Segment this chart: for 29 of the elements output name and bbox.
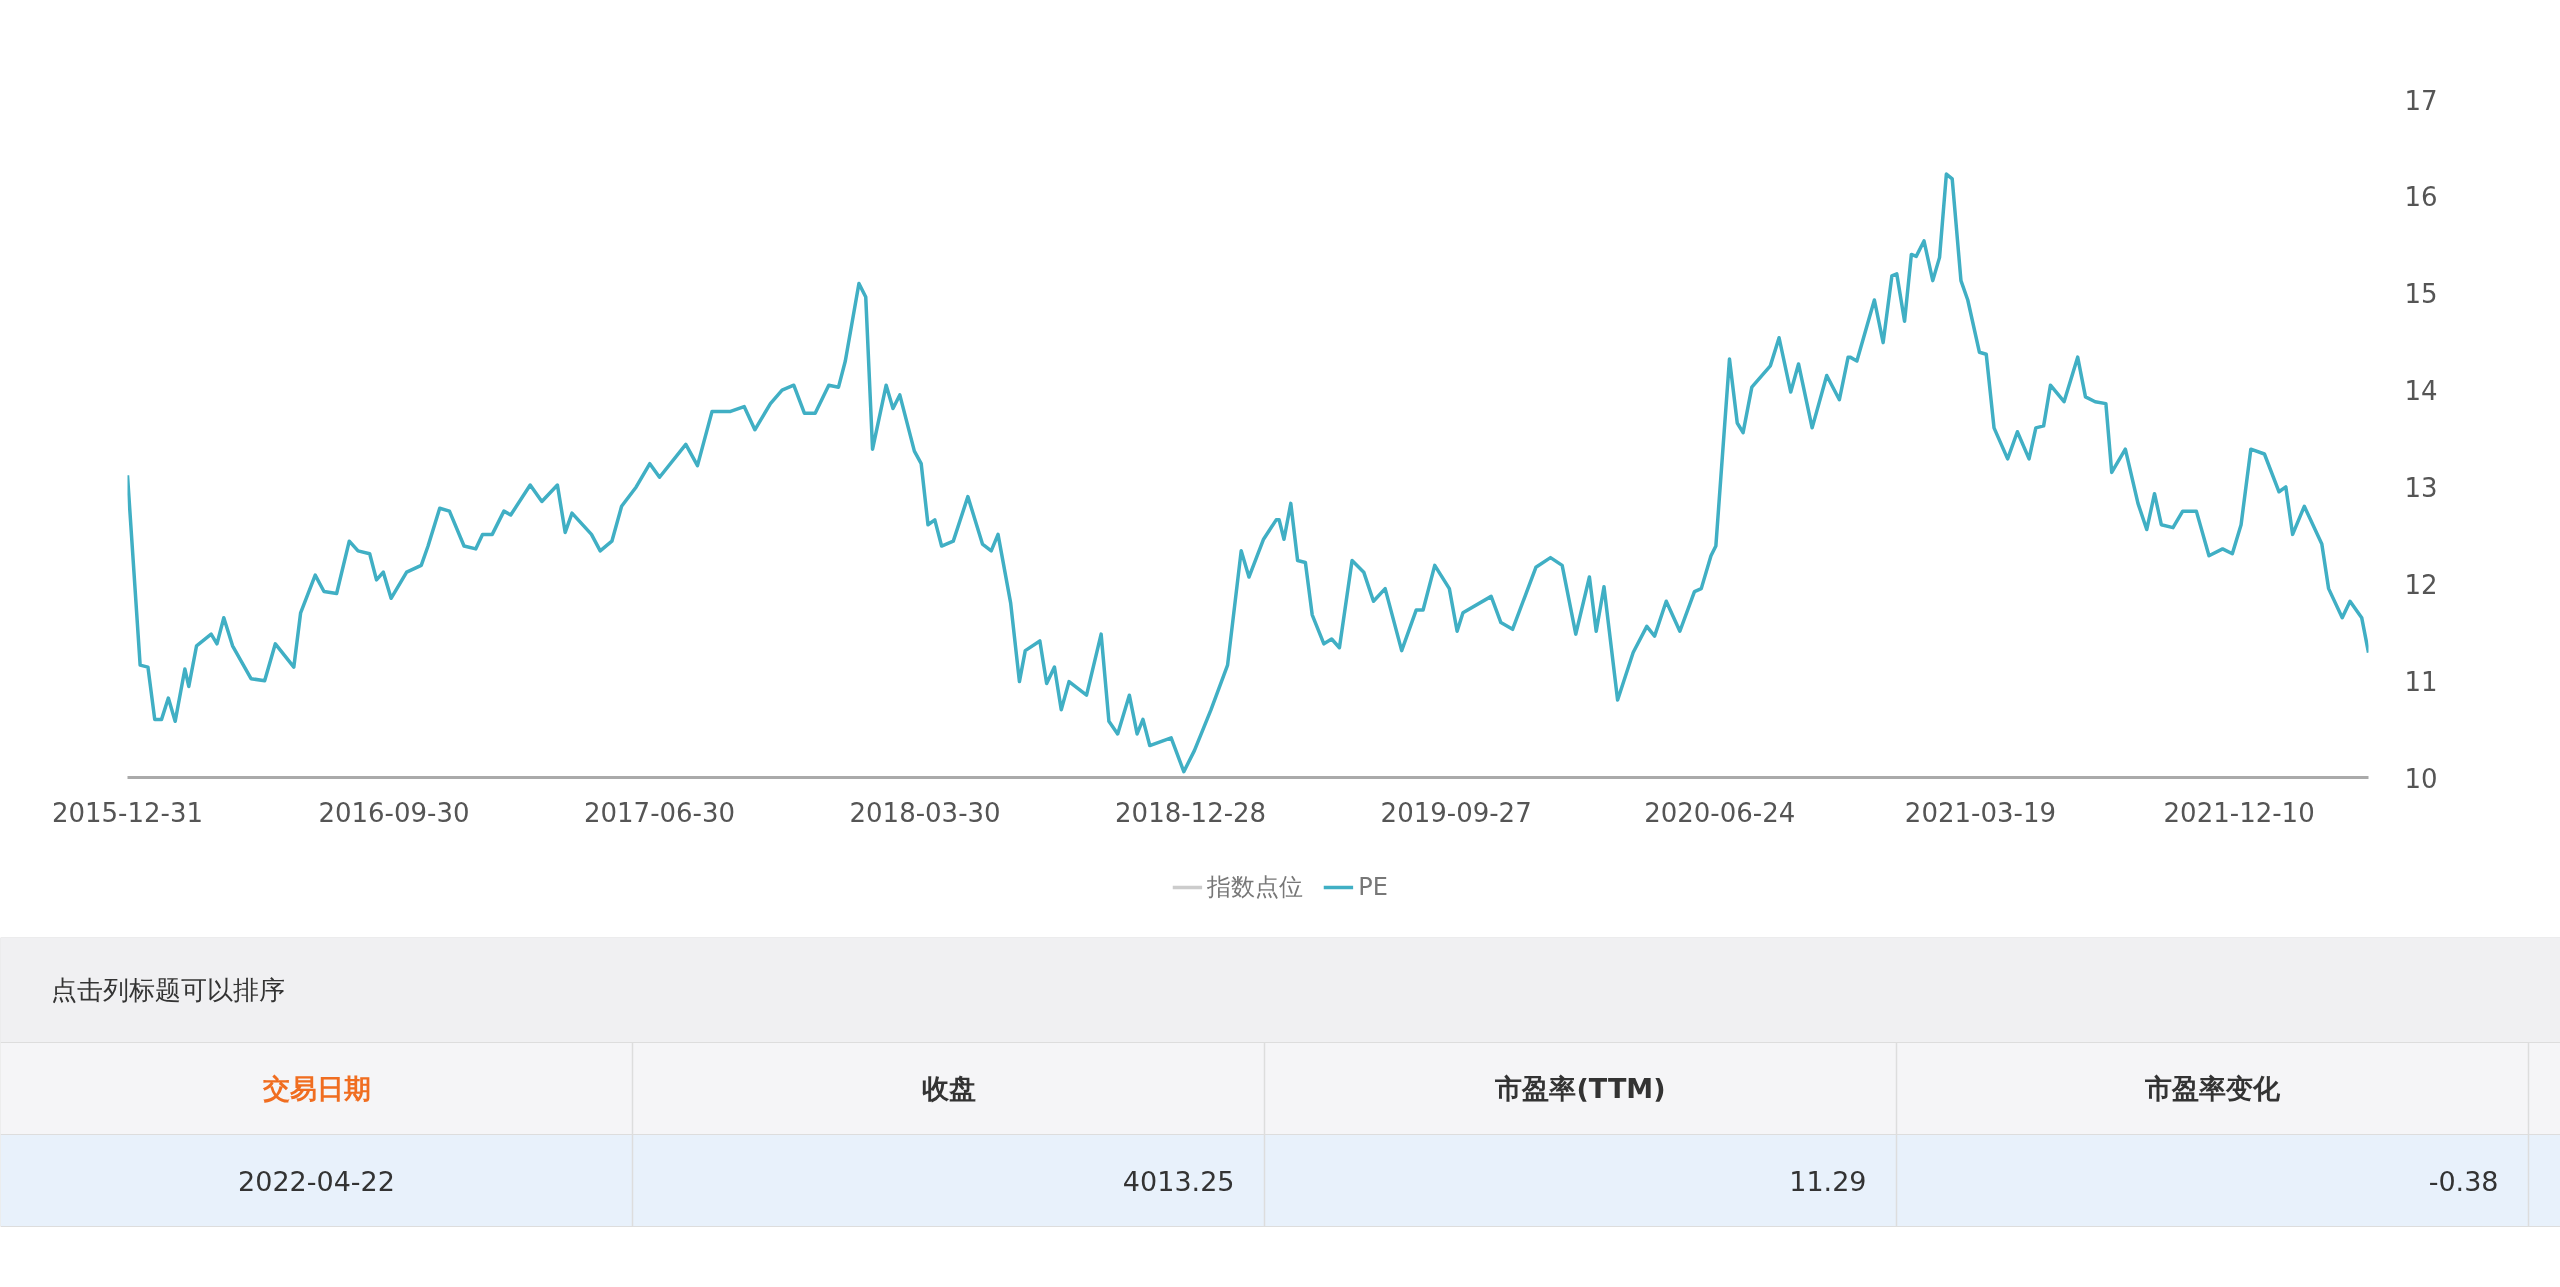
x-tick-label: 2021-12-10: [2163, 797, 2315, 828]
y-tick-label: 17: [2404, 85, 2438, 116]
category-label: 交易日期: [261, 1073, 371, 1104]
legend-label: PE: [1358, 873, 1388, 901]
text: 4013.25: [1122, 1165, 1235, 1197]
x-tick-label: 2021-03-19: [1904, 797, 2056, 828]
text: 11.29: [1789, 1165, 1867, 1197]
category-label: 市盈率变化: [2144, 1073, 2281, 1104]
y-tick-label: 16: [2404, 182, 2438, 213]
y-tick-label: 10: [2404, 763, 2438, 794]
x-tick-label: 2017-06-30: [583, 797, 736, 828]
y-tick-label: 15: [2404, 279, 2438, 310]
y-tick-label: 13: [2404, 472, 2438, 503]
y-tick-label: 14: [2404, 376, 2438, 407]
legend-label: 指数点位: [1207, 872, 1304, 903]
y-tick-label: 12: [2404, 569, 2438, 600]
text: -0.38: [2428, 1165, 2499, 1197]
x-tick-label: 2020-06-24: [1644, 797, 1796, 828]
x-tick-label: 2018-03-30: [849, 797, 1001, 828]
text: 2022-04-22: [238, 1165, 395, 1197]
text: 点击列标题可以排序: [50, 975, 285, 1005]
category-label: 市盈率(TTM): [1494, 1073, 1666, 1104]
x-tick-label: 2015-12-31: [51, 797, 204, 828]
x-tick-label: 2018-12-28: [1115, 797, 1267, 828]
y-tick-label: 11: [2404, 666, 2438, 697]
x-tick-label: 2019-09-27: [1380, 797, 1532, 828]
line-series: [127, 172, 2369, 774]
category-label: 收盘: [921, 1073, 976, 1104]
x-tick-label: 2016-09-30: [318, 797, 470, 828]
